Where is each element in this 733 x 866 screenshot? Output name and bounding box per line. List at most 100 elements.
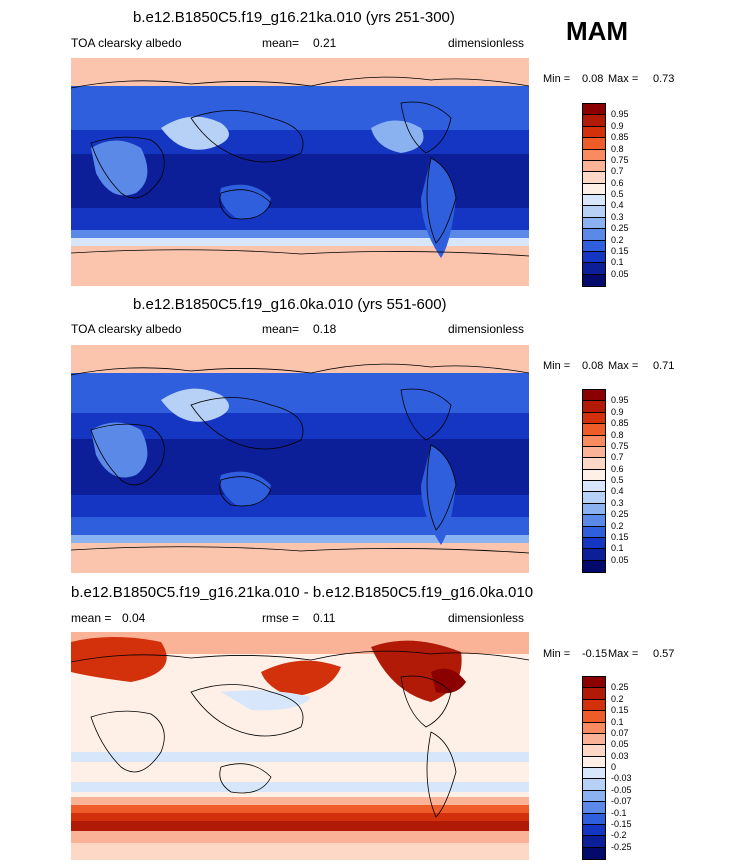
colorbar-tick-label: -0.2 xyxy=(611,830,627,841)
colorbar-swatch xyxy=(583,240,605,252)
panel2-variable: TOA clearsky albedo xyxy=(71,322,182,336)
panel1-title: b.e12.B1850C5.f19_g16.21ka.010 (yrs 251-… xyxy=(133,9,455,26)
colorbar-swatch xyxy=(583,779,605,791)
colorbar-swatch xyxy=(583,149,605,161)
colorbar-swatch xyxy=(583,217,605,230)
colorbar-tick-label: 0.8 xyxy=(611,429,624,440)
colorbar-swatch xyxy=(583,469,605,481)
panel3-mean-value: 0.04 xyxy=(122,611,146,625)
colorbar-swatch xyxy=(583,138,605,150)
colorbar-tick-label: 0.25 xyxy=(611,509,629,520)
panel3-max-label: Max = xyxy=(608,648,639,660)
panel3-min-label: Min = xyxy=(543,648,571,660)
colorbar-tick-label: 0.05 xyxy=(611,268,629,279)
colorbar-tick-label: 0.75 xyxy=(611,154,629,165)
colorbar-tick-label: 0.25 xyxy=(611,682,629,693)
colorbar-tick-label: 0.95 xyxy=(611,395,629,406)
colorbar-tick-label: 0.9 xyxy=(611,406,624,417)
panel1-coastlines xyxy=(71,76,529,257)
panel3-mean-label: mean = xyxy=(71,611,112,625)
panel1-max-label: Max = xyxy=(608,73,639,85)
panel3-rmse-label: rmse = xyxy=(262,611,300,625)
colorbar-tick-label: 0.8 xyxy=(611,143,624,154)
colorbar-swatch xyxy=(583,688,605,700)
panel2-coastlines xyxy=(71,363,529,554)
colorbar-swatch xyxy=(583,435,605,447)
panel2-min-value: 0.08 xyxy=(582,360,604,372)
panel2-max-label: Max = xyxy=(608,360,639,372)
panel2-max-value: 0.71 xyxy=(653,360,675,372)
colorbar-swatch xyxy=(583,526,605,538)
panel2-mean-label: mean= xyxy=(262,322,300,336)
panel3-map xyxy=(71,632,529,860)
colorbar-tick-label: 0.5 xyxy=(611,475,624,485)
colorbar-swatch xyxy=(583,802,605,814)
colorbar-swatch xyxy=(583,104,605,116)
colorbar-swatch xyxy=(583,390,605,402)
colorbar-tick-label: 0 xyxy=(611,762,617,772)
colorbar-swatch xyxy=(583,424,605,436)
colorbar-swatch xyxy=(583,560,605,572)
colorbar-swatch xyxy=(583,515,605,527)
colorbar-swatch xyxy=(583,195,605,207)
colorbar-tick-label: 0.07 xyxy=(611,727,629,738)
panel1-colorbar xyxy=(582,103,606,287)
colorbar-swatch xyxy=(583,537,605,550)
colorbar-swatch xyxy=(583,847,605,859)
colorbar-tick-label: -0.15 xyxy=(611,818,632,829)
colorbar-swatch xyxy=(583,711,605,723)
colorbar-tick-label: 0.6 xyxy=(611,177,624,188)
colorbar-swatch xyxy=(583,274,605,286)
panel3-coastlines xyxy=(71,650,529,818)
colorbar-swatch xyxy=(583,206,605,218)
colorbar-tick-label: 0.3 xyxy=(611,211,624,222)
colorbar-tick-label: -0.07 xyxy=(611,796,632,807)
panel1-min-label: Min = xyxy=(543,73,571,85)
colorbar-swatch xyxy=(583,160,605,173)
colorbar-swatch xyxy=(583,756,605,768)
panel2-colorbar xyxy=(582,389,606,573)
colorbar-swatch xyxy=(583,813,605,825)
colorbar-tick-label: 0.05 xyxy=(611,554,629,565)
panel1-map xyxy=(71,58,529,286)
colorbar-swatch xyxy=(583,412,605,425)
colorbar-tick-label: 0.9 xyxy=(611,120,624,131)
panel2-units: dimensionless xyxy=(448,322,525,336)
colorbar-swatch xyxy=(583,745,605,757)
colorbar-tick-label: 0.2 xyxy=(611,520,624,531)
colorbar-tick-label: 0.5 xyxy=(611,189,624,199)
colorbar-tick-label: 0.7 xyxy=(611,452,624,463)
colorbar-tick-label: 0.03 xyxy=(611,750,629,761)
colorbar-tick-label: -0.25 xyxy=(611,841,632,852)
panel3-min-value: -0.15 xyxy=(582,648,608,660)
panel1-max-value: 0.73 xyxy=(653,73,675,85)
colorbar-tick-label: 0.85 xyxy=(611,418,629,429)
colorbar-swatch xyxy=(583,790,605,803)
season-label: MAM xyxy=(566,16,629,46)
colorbar-swatch xyxy=(583,263,605,275)
colorbar-tick-label: 0.3 xyxy=(611,497,624,508)
colorbar-swatch xyxy=(583,549,605,561)
panel2-mean-value: 0.18 xyxy=(313,322,337,336)
colorbar-swatch xyxy=(583,733,605,746)
colorbar-swatch xyxy=(583,229,605,241)
colorbar-swatch xyxy=(583,446,605,459)
colorbar-swatch xyxy=(583,677,605,689)
colorbar-tick-label: 0.15 xyxy=(611,705,629,716)
colorbar-swatch xyxy=(583,183,605,195)
colorbar-swatch xyxy=(583,722,605,734)
colorbar-tick-label: -0.05 xyxy=(611,784,632,795)
panel1-mean-value: 0.21 xyxy=(313,36,337,50)
panel1-mean-label: mean= xyxy=(262,36,300,50)
colorbar-tick-label: 0.15 xyxy=(611,531,629,542)
panel2-title: b.e12.B1850C5.f19_g16.0ka.010 (yrs 551-6… xyxy=(133,296,447,313)
panel1-units: dimensionless xyxy=(448,36,525,50)
colorbar-swatch xyxy=(583,115,605,127)
colorbar-swatch xyxy=(583,699,605,712)
panel1-min-value: 0.08 xyxy=(582,73,604,85)
panel3-title: b.e12.B1850C5.f19_g16.21ka.010 - b.e12.B… xyxy=(71,584,534,601)
panel2-map xyxy=(71,345,529,573)
colorbar-swatch xyxy=(583,768,605,780)
panel3-colorbar xyxy=(582,676,606,860)
colorbar-tick-label: 0.15 xyxy=(611,245,629,256)
